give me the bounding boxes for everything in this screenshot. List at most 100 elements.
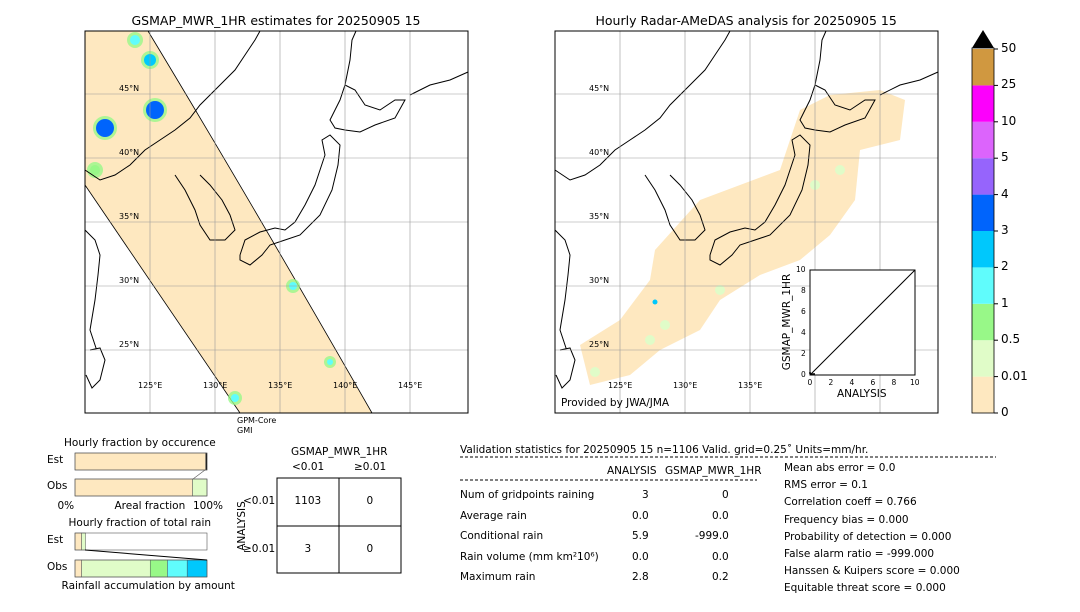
lat-label: 35°N bbox=[119, 212, 140, 221]
colorbar-label: 5 bbox=[1001, 150, 1009, 165]
coastline-taiwan bbox=[555, 347, 576, 389]
colorbar-segment bbox=[972, 231, 994, 268]
coastline-taiwan bbox=[85, 347, 106, 389]
table-row-title: ANALYSIS bbox=[235, 501, 248, 551]
coastline-korea bbox=[644, 174, 706, 241]
coastline-kuril bbox=[409, 71, 469, 96]
colorbar-label: 50 bbox=[1001, 41, 1017, 55]
stats-value: 0.2 bbox=[712, 571, 729, 583]
scatter-ylabel: GSMAP_MWR_1HR bbox=[781, 273, 794, 371]
stats-col-header: GSMAP_MWR_1HR bbox=[665, 465, 762, 477]
bar-segment bbox=[74, 559, 82, 578]
bar-frame bbox=[74, 478, 208, 497]
rain-patch bbox=[146, 101, 164, 119]
stats-value: 3 bbox=[642, 489, 649, 501]
bar-segment bbox=[81, 559, 151, 578]
connector bbox=[84, 549, 208, 561]
rain-patch bbox=[645, 335, 655, 345]
scatter-ytick: 8 bbox=[801, 286, 806, 295]
table-cell: 0 bbox=[366, 543, 374, 555]
lon-label: 145°E bbox=[398, 381, 423, 390]
scatter-ytick: 4 bbox=[801, 328, 806, 337]
score-line: Correlation coeff = 0.766 bbox=[784, 496, 917, 509]
bar-segment bbox=[186, 559, 208, 578]
bar-xtick: 100% bbox=[193, 500, 224, 512]
map-title: Hourly Radar-AMeDAS analysis for 2025090… bbox=[595, 13, 897, 28]
stats-row-label: Rain volume (mm km²10⁶) bbox=[460, 550, 599, 563]
lat-label: 30°N bbox=[589, 276, 610, 285]
lat-label: 40°N bbox=[119, 148, 140, 157]
score-line: Mean abs error = 0.0 bbox=[784, 462, 896, 474]
scatter-xtick: 0 bbox=[807, 378, 813, 387]
coastline-japan-honshu bbox=[239, 134, 341, 266]
scatter-xtick: 8 bbox=[891, 378, 897, 387]
colorbar-segment bbox=[972, 303, 994, 341]
map-frame bbox=[554, 30, 939, 414]
sensor-label: GPM-Core bbox=[237, 416, 277, 425]
colorbar-label: 25 bbox=[1001, 77, 1017, 92]
colorbar-segment bbox=[972, 340, 994, 377]
scatter-xtick: 10 bbox=[910, 378, 920, 387]
coastline-china-south bbox=[554, 229, 571, 361]
bar-xtick: 0% bbox=[57, 500, 75, 512]
score-line: Probability of detection = 0.000 bbox=[784, 530, 952, 543]
lon-label: 125°E bbox=[138, 381, 163, 390]
table-col-header: <0.01 bbox=[292, 461, 325, 473]
map-title: GSMAP_MWR_1HR estimates for 20250905 15 bbox=[131, 13, 421, 28]
stats-col-header: ANALYSIS bbox=[607, 465, 657, 477]
colorbar-segment bbox=[972, 376, 994, 413]
lon-label: 130°E bbox=[203, 381, 228, 390]
colorbar-segment bbox=[972, 85, 994, 122]
stats-row-label: Num of gridpoints raining bbox=[460, 489, 595, 501]
table-col-header: ≥0.01 bbox=[354, 461, 387, 473]
coastline-china-south bbox=[84, 229, 101, 361]
colorbar-label: 4 bbox=[1001, 186, 1009, 201]
bar-row-label: Est bbox=[47, 454, 64, 466]
radar-coverage bbox=[580, 90, 905, 385]
stats-value: 5.9 bbox=[632, 530, 649, 542]
lon-label: 135°E bbox=[268, 381, 293, 390]
rain-patch bbox=[96, 119, 114, 137]
score-line: Hanssen & Kuipers score = 0.000 bbox=[784, 565, 960, 578]
coastline-asia bbox=[554, 30, 731, 181]
lat-label: 25°N bbox=[589, 340, 610, 349]
table-cell: 0 bbox=[366, 495, 374, 507]
stats-value: 0.0 bbox=[632, 509, 649, 522]
lon-label: 125°E bbox=[608, 381, 633, 390]
swath-edge-right bbox=[147, 30, 373, 414]
stats-row-label: Average rain bbox=[460, 509, 527, 522]
bar-segment bbox=[167, 559, 188, 578]
scatter-point bbox=[809, 372, 811, 374]
scatter-xlabel: ANALYSIS bbox=[837, 388, 887, 400]
scatter-xtick: 6 bbox=[870, 378, 876, 387]
bar-segment bbox=[81, 532, 86, 551]
colorbar-segment bbox=[972, 49, 994, 86]
lon-label: 135°E bbox=[738, 381, 763, 390]
scatter-xtick: 4 bbox=[849, 378, 855, 387]
lat-label: 30°N bbox=[119, 276, 140, 285]
bar-row-label: Obs bbox=[47, 480, 68, 492]
lon-label: 140°E bbox=[333, 381, 358, 390]
bar-row-label: Est bbox=[47, 534, 64, 546]
bar-segment bbox=[192, 478, 208, 497]
lat-label: 45°N bbox=[119, 84, 140, 93]
swath-edge-left bbox=[84, 184, 241, 414]
connector bbox=[192, 469, 206, 480]
bar-row-label: Obs bbox=[47, 561, 68, 573]
scatter-ytick: 10 bbox=[796, 265, 806, 274]
stats-value: 0 bbox=[722, 489, 729, 501]
bar-frame bbox=[74, 559, 208, 578]
stats-row-label: Maximum rain bbox=[460, 571, 536, 583]
colorbar-label: 2 bbox=[1001, 259, 1009, 274]
table-cell: 1103 bbox=[294, 495, 322, 507]
colorbar-label: 0.01 bbox=[1001, 368, 1028, 383]
score-line: Equitable threat score = 0.000 bbox=[784, 582, 946, 595]
bar-title: Hourly fraction of total rain bbox=[68, 517, 212, 529]
rain-patch bbox=[327, 359, 333, 365]
rain-patch bbox=[652, 299, 658, 305]
score-line: False alarm ratio = -999.000 bbox=[784, 548, 935, 560]
colorbar-segment bbox=[972, 267, 994, 304]
stats-value: -999.0 bbox=[695, 530, 729, 542]
map-frame bbox=[84, 30, 469, 414]
bar-segment bbox=[74, 452, 206, 471]
